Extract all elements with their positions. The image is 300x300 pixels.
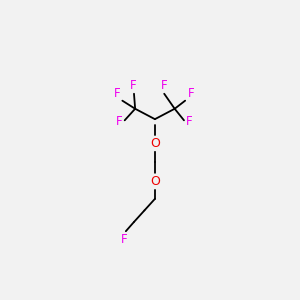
Text: F: F (188, 86, 194, 100)
Text: F: F (122, 233, 128, 246)
Text: O: O (150, 137, 160, 150)
Text: F: F (186, 116, 193, 128)
Text: F: F (130, 79, 136, 92)
Text: F: F (161, 79, 167, 92)
Text: F: F (116, 116, 122, 128)
Text: F: F (113, 86, 120, 100)
Text: O: O (150, 175, 160, 188)
